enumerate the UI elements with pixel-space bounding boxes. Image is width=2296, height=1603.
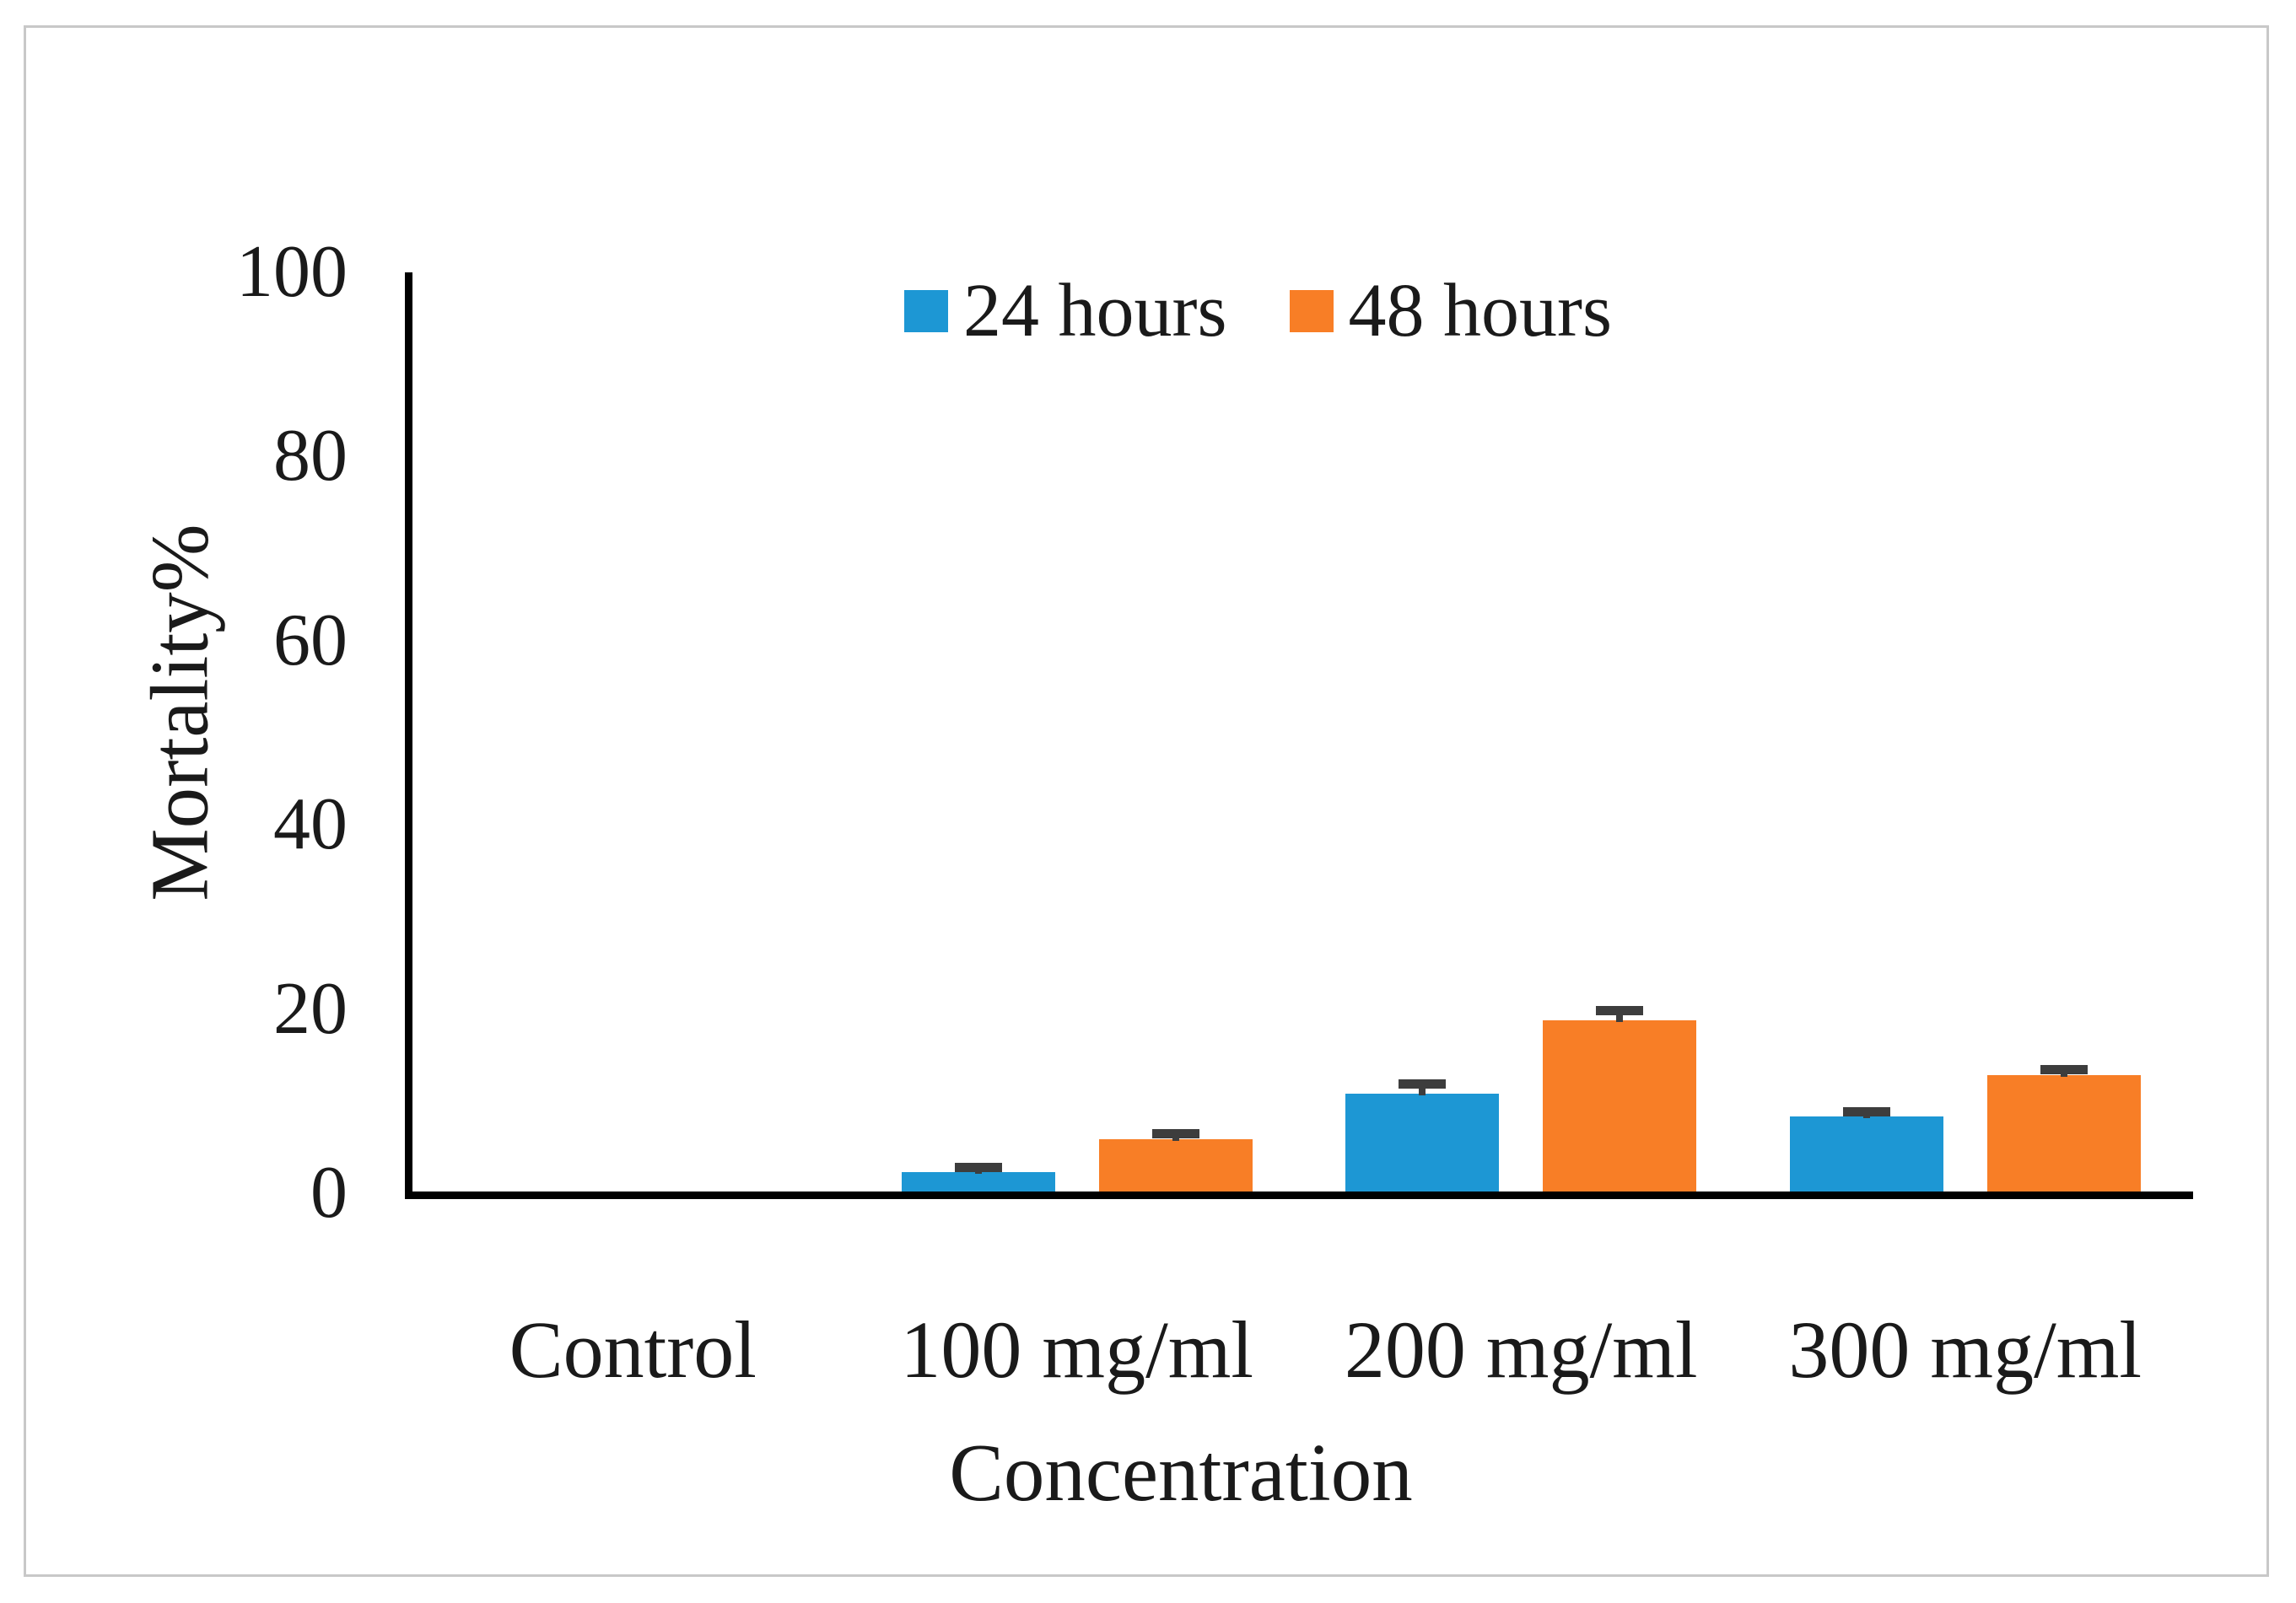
x-category-label-100-mg-ml: 100 mg/ml: [900, 1304, 1254, 1395]
x-category-label-control: Control: [509, 1304, 757, 1395]
figure-border: [24, 25, 2269, 1577]
y-tick-label-20: 20: [273, 967, 348, 1050]
x-category-label-300-mg-ml: 300 mg/ml: [1788, 1304, 2142, 1395]
y-tick-label-60: 60: [273, 600, 348, 682]
y-tick-label-0: 0: [310, 1152, 348, 1235]
error-bar-stem: [1419, 1084, 1426, 1095]
x-axis-title: Concentration: [949, 1428, 1413, 1518]
bar-48-hours-100-mg-ml: [1098, 1139, 1253, 1195]
legend-swatch-24-hours: [904, 290, 948, 332]
error-bar-cap: [954, 1162, 1002, 1172]
y-tick-label-40: 40: [273, 783, 348, 866]
bar-24-hours-300-mg-ml: [1789, 1116, 1943, 1195]
bar-48-hours-300-mg-ml: [1986, 1075, 2141, 1195]
y-tick-label-100: 100: [236, 231, 348, 314]
legend: 24 hours 48 hours: [904, 269, 1613, 352]
error-bar-cap: [1151, 1129, 1199, 1139]
y-tick-label-80: 80: [273, 415, 348, 498]
y-axis-line: [405, 272, 412, 1198]
error-bar-stem: [1616, 1010, 1624, 1022]
plot-area: [405, 272, 2193, 1199]
legend-item-48-hours: 48 hours: [1289, 269, 1613, 352]
bar-24-hours-200-mg-ml: [1345, 1093, 1500, 1195]
error-bar-cap: [1399, 1079, 1447, 1089]
error-bar-cap: [2040, 1065, 2088, 1074]
error-bar-cap: [1596, 1006, 1644, 1016]
x-axis-line: [405, 1191, 2193, 1199]
legend-item-24-hours: 24 hours: [904, 273, 1227, 349]
bar-24-hours-100-mg-ml: [901, 1171, 1055, 1195]
legend-label-24-hours: 24 hours: [963, 269, 1227, 352]
x-category-label-200-mg-ml: 200 mg/ml: [1344, 1304, 1698, 1395]
legend-label-48-hours: 48 hours: [1348, 269, 1613, 352]
bar-48-hours-200-mg-ml: [1543, 1019, 1697, 1195]
legend-swatch-48-hours: [1289, 290, 1334, 332]
error-bar-cap: [1842, 1107, 1890, 1117]
